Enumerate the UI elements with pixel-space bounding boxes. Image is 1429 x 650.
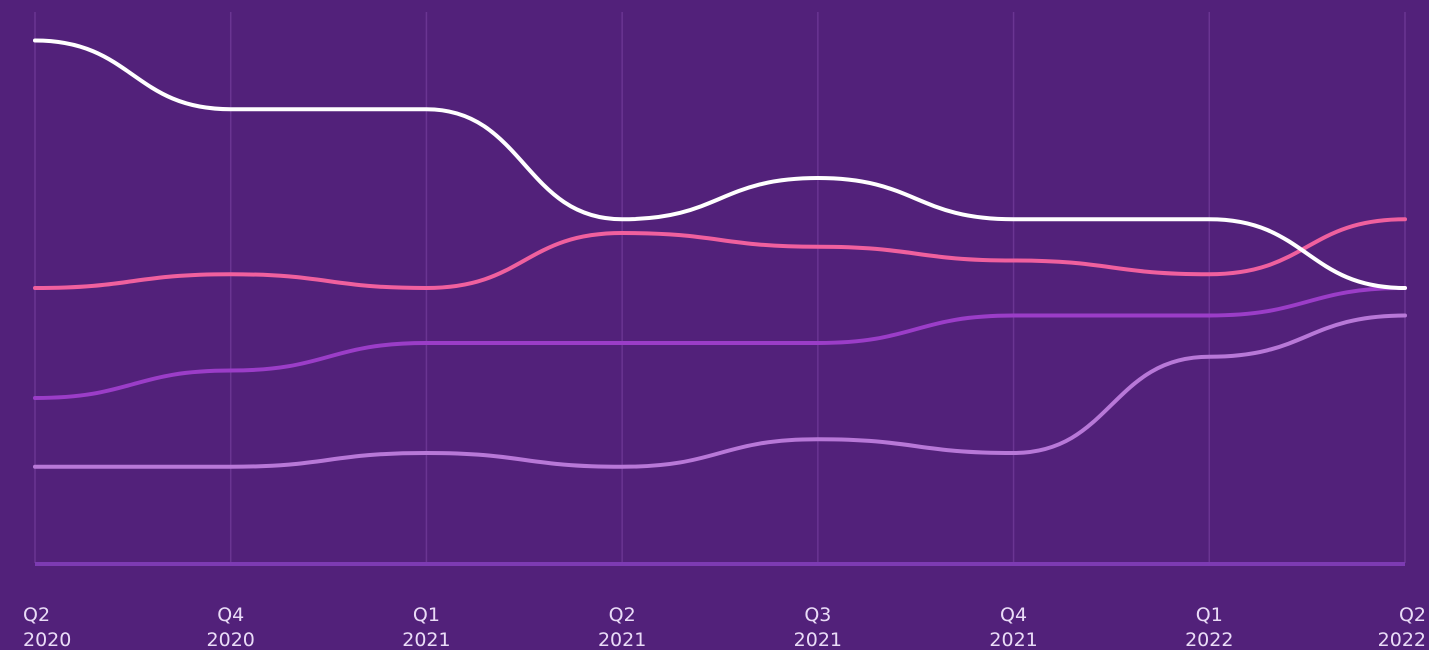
x-tick-label: 2022 <box>1378 629 1426 650</box>
x-tick-label: Q2 <box>609 604 636 626</box>
x-tick-label: 2021 <box>598 629 646 650</box>
line <box>33 38 1407 290</box>
x-tick-label: Q2 <box>23 604 50 626</box>
x-tick-label: Q4 <box>217 604 244 626</box>
x-tick-label: Q1 <box>413 604 440 626</box>
x-tick-label: Q3 <box>804 604 831 626</box>
x-tick-label: Q1 <box>1196 604 1223 626</box>
x-tick-label: 2022 <box>1185 629 1233 650</box>
line <box>33 313 1407 469</box>
x-tick-label: 2020 <box>207 629 255 650</box>
x-tick-label: 2021 <box>794 629 842 650</box>
x-tick-label: Q2 <box>1399 604 1426 626</box>
x-tick-label: 2020 <box>23 629 71 650</box>
x-tick-label: Q4 <box>1000 604 1027 626</box>
x-tick-label: 2021 <box>989 629 1037 650</box>
line <box>33 217 1407 291</box>
line <box>33 286 1407 400</box>
x-tick-label: 2021 <box>402 629 450 650</box>
